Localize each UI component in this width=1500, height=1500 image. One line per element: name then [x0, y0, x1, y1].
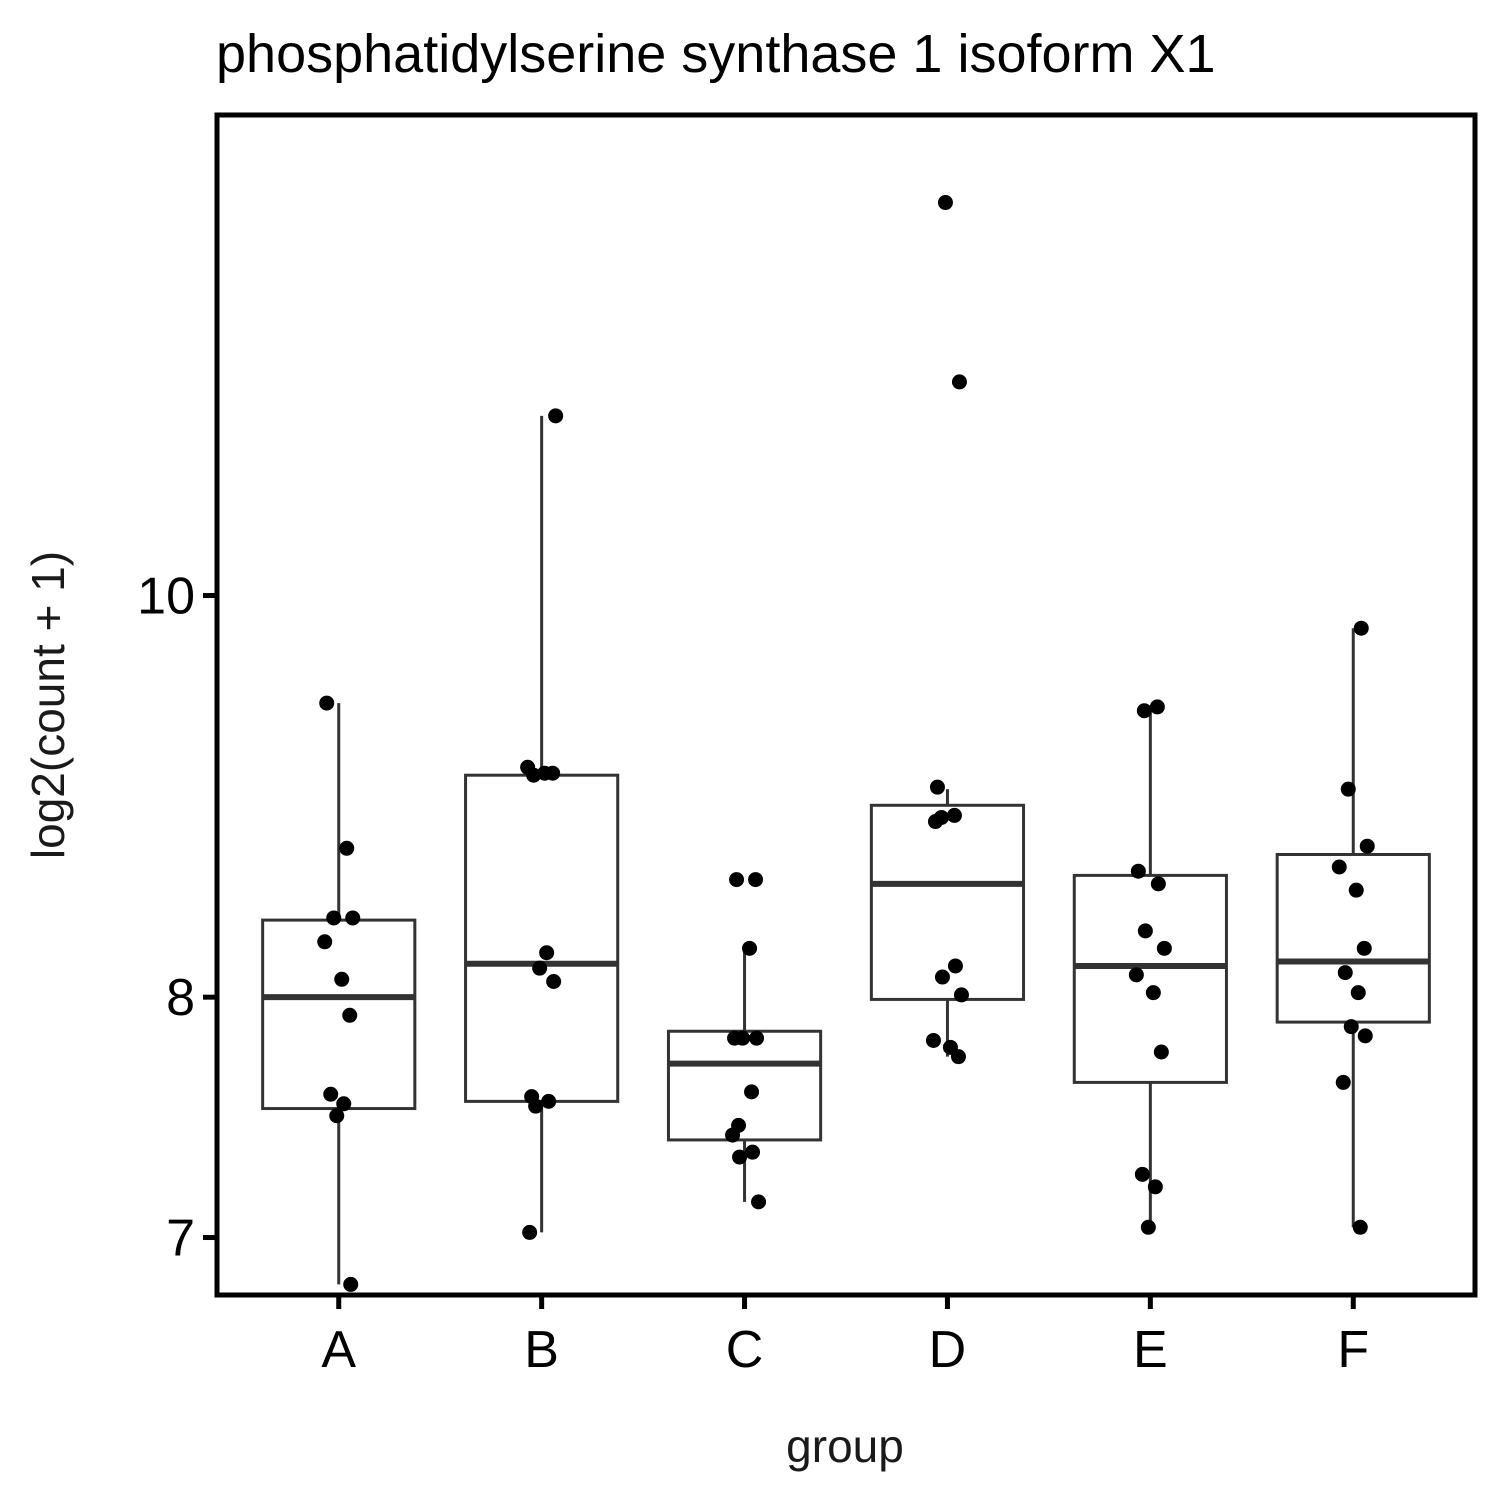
data-point — [1350, 985, 1366, 1001]
data-point — [1149, 699, 1165, 715]
data-point — [953, 987, 969, 1003]
data-point — [1156, 940, 1172, 956]
data-point — [732, 1149, 748, 1165]
y-tick-label: 8 — [166, 969, 195, 1027]
data-point — [729, 872, 745, 888]
x-axis: A B C D E F — [321, 1295, 1369, 1379]
data-point — [1137, 923, 1153, 939]
data-point — [929, 779, 945, 795]
data-point — [539, 945, 555, 961]
box-group-b — [464, 415, 620, 1233]
box-group-e — [1072, 706, 1228, 1228]
box-group-c — [666, 948, 823, 1202]
points-c — [725, 872, 767, 1210]
chart-title: phosphatidylserine synthase 1 isoform X1 — [216, 24, 1216, 84]
y-axis: 7 8 10 — [137, 568, 217, 1268]
data-point — [323, 1086, 339, 1102]
data-point — [937, 195, 953, 211]
box-group-d — [869, 789, 1026, 1057]
data-point — [329, 1108, 345, 1124]
data-point — [934, 969, 950, 985]
data-point — [927, 814, 943, 830]
data-point — [1130, 863, 1146, 879]
data-point — [326, 910, 342, 926]
x-tick-label: A — [321, 1321, 356, 1379]
iqr-box — [1072, 873, 1228, 1084]
points-f — [1331, 620, 1375, 1235]
data-point — [725, 1127, 741, 1143]
data-point — [947, 958, 963, 974]
x-tick-label: F — [1337, 1321, 1369, 1379]
data-point — [1128, 967, 1144, 983]
y-tick-label: 7 — [166, 1210, 195, 1268]
data-point — [1140, 1219, 1156, 1235]
data-point — [546, 973, 562, 989]
data-point — [1348, 882, 1364, 898]
x-tick-label: B — [524, 1321, 559, 1379]
x-axis-title: group — [786, 1420, 904, 1472]
data-point — [1145, 985, 1161, 1001]
data-point — [545, 765, 561, 781]
data-point — [751, 1194, 767, 1210]
data-point — [343, 1276, 359, 1292]
data-point — [1147, 1179, 1163, 1195]
data-point — [950, 1049, 966, 1065]
plot-area — [261, 195, 1431, 1292]
data-point — [1340, 781, 1356, 797]
data-point — [749, 1030, 765, 1046]
data-point — [317, 934, 333, 950]
data-point — [748, 872, 764, 888]
data-point — [528, 1098, 544, 1114]
points-a — [317, 695, 361, 1292]
data-point — [1335, 1074, 1351, 1090]
data-point — [548, 408, 564, 424]
data-point — [1153, 1044, 1169, 1060]
x-tick-label: C — [726, 1321, 764, 1379]
data-point — [319, 695, 335, 711]
points-b — [520, 408, 564, 1240]
iqr-box — [261, 918, 417, 1111]
data-point — [742, 940, 758, 956]
data-point — [532, 960, 548, 976]
data-point — [541, 1093, 557, 1109]
data-point — [345, 910, 361, 926]
data-point — [745, 1144, 761, 1160]
iqr-box — [869, 803, 1026, 1001]
iqr-box — [666, 1029, 823, 1142]
data-point — [1337, 965, 1353, 981]
box-group-a — [261, 703, 417, 1285]
data-point — [1353, 620, 1369, 636]
data-point — [526, 767, 542, 783]
data-point — [1357, 1028, 1373, 1044]
x-tick-label: D — [929, 1321, 967, 1379]
data-point — [1150, 876, 1166, 892]
data-point — [1359, 838, 1375, 854]
data-point — [951, 374, 967, 390]
data-point — [1356, 940, 1372, 956]
x-tick-label: E — [1133, 1321, 1168, 1379]
data-point — [522, 1224, 538, 1240]
data-point — [339, 840, 355, 856]
points-d — [925, 195, 969, 1065]
data-point — [334, 971, 350, 987]
y-tick-label: 10 — [137, 568, 195, 626]
data-point — [1136, 703, 1152, 719]
data-point — [1331, 859, 1347, 875]
box-group-f — [1275, 628, 1431, 1228]
plot-frame — [214, 112, 1478, 1298]
data-point — [1343, 1019, 1359, 1035]
data-point — [727, 1030, 743, 1046]
data-point — [946, 807, 962, 823]
data-point — [925, 1032, 941, 1048]
data-point — [1134, 1166, 1150, 1182]
points-e — [1128, 699, 1172, 1235]
data-point — [1352, 1219, 1368, 1235]
data-point — [342, 1007, 358, 1023]
iqr-box — [464, 773, 620, 1103]
data-point — [744, 1084, 760, 1100]
data-point — [336, 1096, 352, 1112]
y-axis-title: log2(count + 1) — [22, 551, 74, 859]
